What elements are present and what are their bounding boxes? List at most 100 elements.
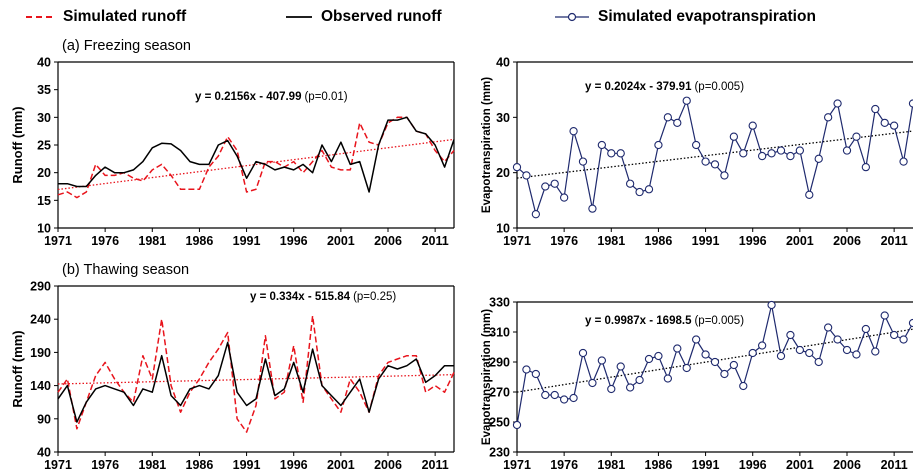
data-point-marker [512,162,522,172]
data-point-marker [682,96,691,105]
y-tick-label: 10 [37,222,51,236]
trend-pvalue: (p=0.005) [694,81,744,93]
data-point-marker [776,146,786,155]
data-point-marker [644,185,654,194]
data-point-marker [522,171,531,180]
data-point-marker [720,171,729,180]
x-tick-label: 2006 [833,458,861,472]
data-point-marker [635,375,644,385]
data-point-marker [531,210,541,219]
data-point-marker [578,157,588,166]
data-point-marker [710,160,720,169]
x-tick-label: 1986 [186,234,214,248]
legend-observed-runoff-label: Observed runoff [321,8,442,25]
data-point-marker [757,341,767,350]
data-point-marker [654,351,663,361]
x-tick-label: 1971 [503,458,531,472]
data-point-marker [861,162,871,172]
y-tick-label: 310 [489,326,510,340]
x-tick-label: 1996 [739,234,767,248]
x-tick-label: 2001 [327,458,355,472]
data-point-marker [786,330,795,340]
y-tick-label: 250 [489,416,510,430]
circle-marker-line-swatch-icon [555,12,589,22]
y-tick-label: 25 [37,139,51,153]
data-point-marker [805,348,814,358]
simulated-runoff-line [57,315,455,433]
panel-label-thawing: (b) Thawing season [62,262,190,278]
x-tick-label: 1986 [645,234,673,248]
data-point-marker [899,335,908,344]
simulated-runoff-line [57,116,455,199]
data-point-marker [673,344,682,353]
data-point-marker [644,354,654,364]
trend-line [57,373,455,385]
data-point-marker [729,360,739,370]
y-tick-label: 330 [489,296,510,310]
data-point-marker [814,357,823,367]
data-point-marker [663,374,673,383]
x-tick-label: 2001 [327,234,355,248]
observed-runoff-line [58,116,455,193]
data-point-marker [720,369,729,379]
data-point-marker [682,363,691,373]
panel-label-freezing: (a) Freezing season [62,38,191,54]
data-point-marker [842,146,852,155]
x-tick-label: 1986 [645,458,673,472]
data-point-marker [635,187,644,197]
y-tick-label: 290 [489,356,510,370]
legend-simulated-runoff-label: Simulated runoff [63,8,187,25]
data-point-marker [880,118,889,128]
x-tick-label: 1971 [44,234,72,248]
y-axis-label: Runoff (mm) [10,106,25,183]
data-point-marker [531,369,541,379]
x-tick-label: 1991 [233,458,261,472]
data-point-marker [861,324,871,334]
data-point-marker [654,140,663,150]
data-point-marker [795,345,805,355]
trend-pvalue: (p=0.25) [353,291,396,303]
trend-equation: y = 0.9987x - 1698.5 [585,315,692,327]
data-point-marker [729,132,739,141]
data-point-marker [739,149,748,158]
data-point-marker [541,182,550,191]
trend-equation: y = 0.2024x - 379.91 [585,81,692,93]
x-tick-label: 1981 [597,458,625,472]
trend-pvalue: (p=0.005) [694,315,744,327]
y-tick-label: 30 [496,111,510,125]
y-tick-label: 15 [37,194,51,208]
x-tick-label: 2011 [422,234,449,248]
data-point-marker [748,348,757,358]
data-point-marker [550,390,559,400]
x-tick-label: 1986 [186,458,214,472]
data-point-marker [616,362,625,371]
data-point-marker [852,132,861,141]
x-tick-label: 1996 [739,458,767,472]
dashed-line-swatch-icon [26,15,54,18]
x-tick-label: 2006 [374,458,402,472]
data-point-marker [701,350,710,359]
x-tick-label: 1991 [233,234,261,248]
y-tick-label: 140 [30,379,51,393]
x-tick-label: 1976 [91,234,119,248]
trend-equation: y = 0.334x - 515.84 [250,291,351,303]
evapotranspiration-line [516,100,913,215]
y-axis-label: Evapotranspiration (mm) [481,77,493,213]
data-point-marker [588,204,597,213]
y-tick-label: 270 [489,386,510,400]
data-point-marker [691,335,701,344]
data-point-marker [889,330,899,340]
data-point-marker [607,384,616,394]
data-point-marker [559,193,569,202]
trend-pvalue: (p=0.01) [304,91,347,103]
y-tick-label: 20 [496,166,510,180]
y-tick-label: 40 [37,446,51,460]
data-point-marker [814,154,823,163]
y-tick-label: 20 [37,166,51,180]
x-tick-label: 1996 [280,458,308,472]
trend-line [57,138,455,191]
data-point-marker [833,99,842,108]
x-tick-label: 1976 [550,458,578,472]
data-point-marker [625,383,635,392]
